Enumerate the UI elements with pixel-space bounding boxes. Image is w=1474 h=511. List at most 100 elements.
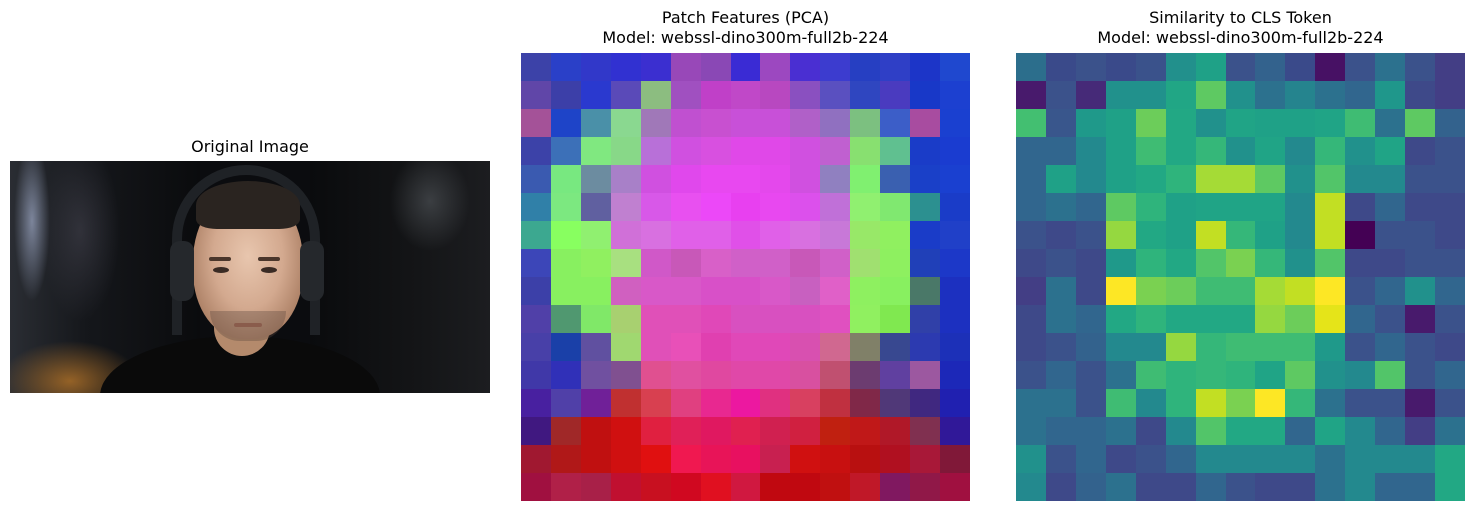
similarity-title: Similarity to CLS Token Model: webssl-di… [1016,8,1465,48]
pca-patch-cell [820,137,851,165]
pca-patch-cell [580,137,611,165]
similarity-patch-cell [1435,445,1465,473]
similarity-patch-cell [1016,445,1046,473]
similarity-patch-cell [1345,305,1376,333]
pca-patch-cell [521,305,551,333]
similarity-patch-cell [1405,109,1436,137]
similarity-patch-cell [1375,417,1406,445]
pca-patch-cell [700,277,731,305]
pca-patch-cell [580,221,611,249]
pca-patch-cell [820,361,851,389]
similarity-patch-cell [1045,333,1076,361]
pca-patch-cell [670,109,701,137]
similarity-patch-cell [1405,221,1436,249]
pca-patch-cell [550,417,581,445]
similarity-patch-cell [1435,305,1465,333]
pca-patch-cell [580,165,611,193]
similarity-patch-cell [1165,277,1196,305]
similarity-patch-cell [1225,249,1256,277]
pca-patch-cell [730,221,761,249]
similarity-patch-cell [1225,333,1256,361]
similarity-patch-cell [1105,53,1136,81]
similarity-patch-cell [1225,81,1256,109]
pca-patch-cell [730,53,761,81]
similarity-patch-cell [1285,361,1316,389]
pca-patch-cell [580,81,611,109]
similarity-patch-cell [1045,361,1076,389]
pca-patch-cell [910,473,941,501]
pca-patch-cell [940,193,970,221]
similarity-patch-cell [1165,361,1196,389]
pca-patch-cell [550,81,581,109]
pca-patch-grid [521,53,970,501]
pca-patch-cell [700,389,731,417]
similarity-patch-cell [1075,389,1106,417]
similarity-patch-cell [1075,445,1106,473]
similarity-patch-cell [1195,333,1226,361]
similarity-patch-cell [1105,361,1136,389]
similarity-patch-cell [1285,305,1316,333]
similarity-patch-cell [1285,165,1316,193]
pca-patch-cell [580,277,611,305]
pca-patch-cell [700,137,731,165]
pca-patch-cell [730,473,761,501]
pca-patch-cell [760,277,791,305]
pca-patch-cell [880,305,911,333]
pca-patch-cell [610,473,641,501]
similarity-patch-cell [1135,165,1166,193]
pca-patch-cell [550,445,581,473]
pca-patch-cell [640,193,671,221]
similarity-patch-cell [1016,137,1046,165]
similarity-patch-cell [1195,473,1226,501]
similarity-patch-cell [1255,333,1286,361]
pca-patch-cell [580,109,611,137]
similarity-patch-cell [1285,249,1316,277]
pca-patch-cell [940,445,970,473]
similarity-patch-cell [1255,445,1286,473]
pca-patch-cell [550,361,581,389]
similarity-patch-cell [1405,361,1436,389]
pca-patch-cell [700,473,731,501]
pca-patch-cell [790,137,821,165]
similarity-patch-cell [1075,277,1106,305]
pca-patch-cell [521,221,551,249]
pca-patch-cell [521,389,551,417]
similarity-patch-cell [1165,389,1196,417]
pca-patch-cell [640,389,671,417]
pca-patch-cell [700,109,731,137]
similarity-patch-cell [1135,277,1166,305]
pca-patch-cell [610,249,641,277]
similarity-patch-cell [1135,81,1166,109]
pca-patch-cell [880,417,911,445]
similarity-patch-cell [1315,445,1346,473]
similarity-patch-cell [1016,221,1046,249]
pca-patch-cell [910,221,941,249]
pca-patch-cell [760,165,791,193]
similarity-patch-cell [1045,109,1076,137]
similarity-patch-cell [1315,221,1346,249]
pca-patch-cell [820,81,851,109]
headphone-cup-right [300,241,324,301]
pca-patch-cell [670,305,701,333]
pca-patch-cell [670,193,701,221]
pca-patch-cell [640,137,671,165]
pca-title-line1: Patch Features (PCA) [661,8,830,27]
similarity-patch-cell [1255,193,1286,221]
similarity-patch-cell [1165,445,1196,473]
similarity-patch-cell [1105,109,1136,137]
similarity-patch-cell [1405,445,1436,473]
pca-patch-cell [670,389,701,417]
pca-patch-cell [580,389,611,417]
pca-patch-cell [550,473,581,501]
similarity-patch-cell [1375,277,1406,305]
similarity-patch-cell [1315,277,1346,305]
pca-patch-cell [670,417,701,445]
pca-patch-cell [670,249,701,277]
similarity-patch-cell [1195,445,1226,473]
pca-patch-cell [880,165,911,193]
pca-patch-cell [760,417,791,445]
similarity-patch-cell [1135,305,1166,333]
right-eyebrow [258,257,280,261]
pca-patch-cell [610,277,641,305]
similarity-patch-cell [1255,305,1286,333]
